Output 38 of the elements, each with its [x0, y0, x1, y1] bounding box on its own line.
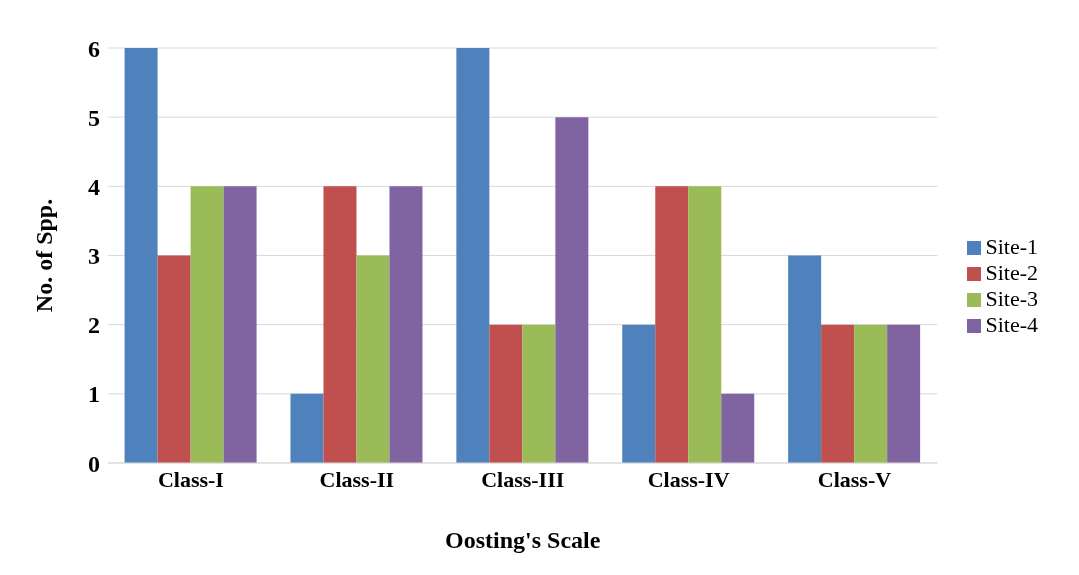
bar — [854, 324, 888, 463]
y-tick-label: 4 — [88, 173, 100, 200]
x-tick-label: Class-V — [817, 466, 892, 492]
y-tick-label: 0 — [88, 450, 100, 477]
y-tick-label: 3 — [88, 243, 100, 270]
bar — [555, 117, 589, 463]
legend-label: Site-1 — [985, 233, 1038, 259]
y-axis-title: No. of Spp. — [30, 198, 57, 313]
bar — [190, 186, 224, 463]
bar — [456, 48, 490, 463]
bar — [821, 324, 855, 463]
bar — [290, 393, 324, 463]
bar — [157, 255, 191, 463]
y-tick-label: 6 — [88, 35, 100, 62]
y-tick-label: 1 — [88, 381, 100, 408]
x-tick-label: Class-III — [481, 466, 565, 492]
bar — [124, 48, 158, 463]
bar — [223, 186, 257, 463]
x-tick-label: Class-IV — [647, 466, 730, 492]
legend-label: Site-2 — [985, 259, 1038, 285]
bar — [622, 324, 656, 463]
y-tick-label: 2 — [88, 312, 100, 339]
bar — [356, 255, 390, 463]
legend-label: Site-4 — [985, 311, 1038, 337]
x-axis-title: Oosting's Scale — [445, 527, 601, 553]
bar — [389, 186, 423, 463]
y-tick-label: 5 — [88, 104, 100, 131]
bar — [655, 186, 689, 463]
bar — [489, 324, 523, 463]
x-tick-label: Class-I — [157, 466, 224, 492]
bar — [323, 186, 357, 463]
bar — [721, 393, 755, 463]
legend-label: Site-3 — [985, 285, 1038, 311]
bar — [688, 186, 722, 463]
bar — [887, 324, 921, 463]
bar — [788, 255, 822, 463]
bar — [522, 324, 556, 463]
x-tick-label: Class-II — [319, 466, 395, 492]
